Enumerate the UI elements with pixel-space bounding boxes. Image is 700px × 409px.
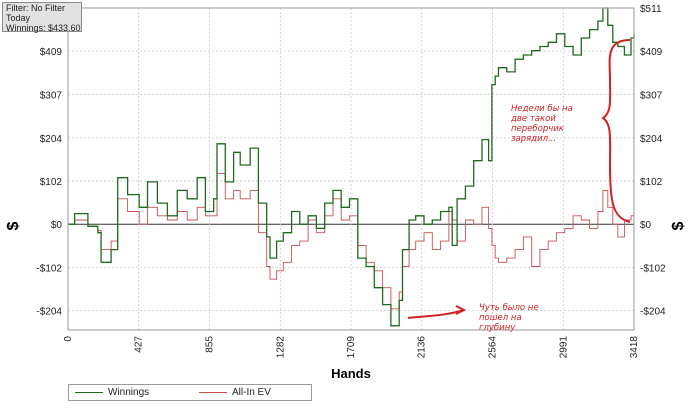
annotation-bottom: Чуть было не пошел на глубину bbox=[479, 303, 539, 333]
annotation-brace bbox=[601, 39, 631, 223]
annotation-bottom-line: пошел на bbox=[479, 313, 522, 323]
y-tick-label-left: $307 bbox=[40, 90, 63, 101]
y-tick-label-right: $307 bbox=[640, 90, 663, 101]
y-axis-label-right: $ bbox=[670, 221, 687, 230]
y-tick-label-right: $204 bbox=[640, 134, 663, 145]
annotation-top: Недели бы на две такой переборчик заряди… bbox=[511, 104, 573, 144]
x-tick-label: 0 bbox=[63, 336, 74, 342]
y-tick-label-right: $511 bbox=[640, 4, 662, 15]
filter-label: Filter: No Filter bbox=[6, 3, 66, 13]
annotation-top-line: переборчик bbox=[511, 124, 564, 134]
x-tick-label: 2564 bbox=[488, 336, 499, 359]
legend-label-winnings: Winnings bbox=[108, 387, 150, 398]
winnings-summary: Winnings: $433.60 bbox=[6, 23, 81, 33]
legend-label-allin: All-In EV bbox=[232, 387, 271, 398]
x-axis-label: Hands bbox=[331, 366, 371, 381]
series-line-winnings bbox=[68, 7, 635, 327]
y-tick-label-right: $409 bbox=[640, 47, 663, 58]
y-tick-label-left: -$102 bbox=[36, 263, 62, 274]
legend-swatch-winnings bbox=[75, 391, 103, 393]
x-tick-label: 3418 bbox=[629, 336, 640, 359]
y-tick-label-left: $409 bbox=[40, 47, 63, 58]
tick-labels: -$204 -$204 -$102 -$102 $0 $0 $102 $102 $204 $204… bbox=[36, 4, 666, 358]
annotation-arrow bbox=[407, 305, 467, 319]
legend-item-allin: All-In EV bbox=[199, 386, 271, 399]
filter-info-box: Filter: No Filter Today Winnings: $433.6… bbox=[2, 2, 82, 33]
y-tick-label-right: -$102 bbox=[640, 263, 666, 274]
series-group bbox=[68, 7, 635, 327]
legend-swatch-allin bbox=[199, 391, 227, 393]
y-tick-label-right: -$204 bbox=[640, 307, 666, 318]
annotation-top-line: зарядил... bbox=[511, 134, 557, 144]
annotation-bottom-line: Чуть было не bbox=[479, 303, 539, 313]
x-tick-label: 427 bbox=[134, 336, 145, 353]
x-tick-label: 855 bbox=[205, 336, 216, 353]
x-tick-label: 2136 bbox=[417, 336, 428, 359]
x-tick-label: 1709 bbox=[346, 336, 357, 359]
y-axis-label-left: $ bbox=[5, 221, 22, 230]
series-line-allin bbox=[68, 172, 635, 310]
annotation-top-line: Недели бы на bbox=[511, 104, 573, 114]
annotation-marks bbox=[407, 39, 631, 319]
period-label: Today bbox=[6, 13, 31, 23]
annotation-bottom-line: глубину bbox=[479, 323, 516, 333]
y-tick-label-right: $102 bbox=[640, 177, 663, 188]
grid bbox=[67, 7, 635, 330]
annotation-top-line: две такой bbox=[511, 114, 556, 124]
y-tick-label-left: $102 bbox=[40, 177, 63, 188]
y-tick-label-right: $0 bbox=[640, 220, 652, 231]
x-tick-label: 2991 bbox=[558, 336, 569, 359]
x-tick-label: 1282 bbox=[275, 336, 286, 359]
plot-frame bbox=[67, 7, 635, 331]
y-tick-label-left: -$204 bbox=[36, 307, 62, 318]
y-tick-label-left: $0 bbox=[51, 220, 63, 231]
y-tick-label-left: $204 bbox=[40, 134, 63, 145]
chart-legend: Winnings All-In EV bbox=[68, 384, 312, 401]
legend-item-winnings: Winnings bbox=[75, 386, 149, 399]
